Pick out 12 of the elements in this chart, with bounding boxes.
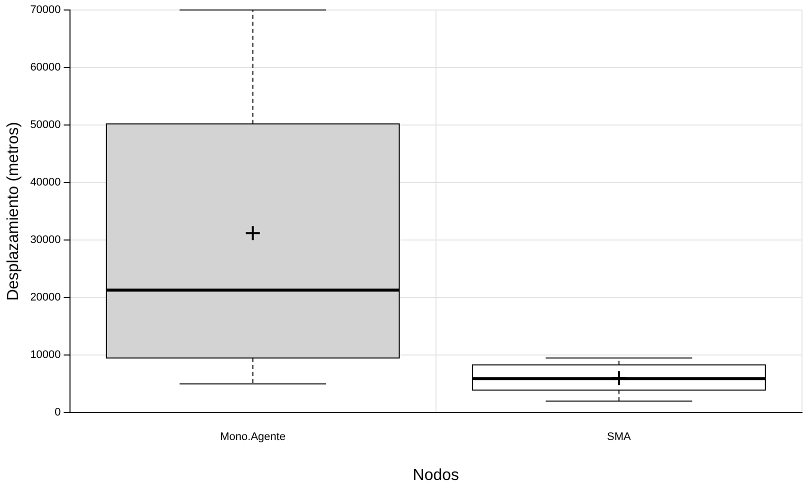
y-tick-label: 0 <box>54 406 61 419</box>
y-axis-title: Desplazamiento (metros) <box>5 122 22 301</box>
y-tick-label: 60000 <box>30 62 61 74</box>
y-tick-label: 40000 <box>30 176 61 189</box>
y-tick-label: 10000 <box>30 349 61 362</box>
y-tick-label: 30000 <box>30 234 61 246</box>
y-tick-label: 70000 <box>30 4 61 16</box>
x-axis-title: Nodos <box>412 466 460 484</box>
x-tick-label: SMA <box>607 431 632 444</box>
x-tick-label: Mono.Agente <box>220 431 286 444</box>
y-tick-label: 50000 <box>30 119 61 132</box>
y-tick-label: 20000 <box>30 292 61 304</box>
